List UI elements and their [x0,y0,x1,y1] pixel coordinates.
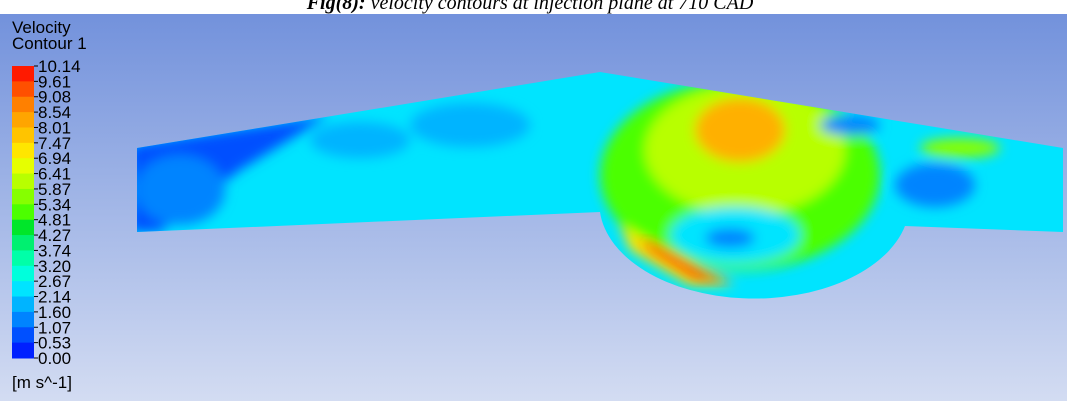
legend-swatch [12,158,34,174]
legend: 10.149.619.088.548.017.476.946.415.875.3… [12,57,81,368]
legend-swatch [12,81,34,97]
legend-swatch [12,220,34,236]
legend-unit: [m s^-1] [12,373,72,392]
contour-region [410,103,530,147]
legend-swatch [12,343,34,359]
legend-swatch [12,297,34,313]
contour-region [920,138,1000,158]
legend-swatch [12,66,34,82]
legend-swatch [12,189,34,205]
legend-swatch [12,312,34,328]
figure: Fig(8): velocity contours at injection p… [0,0,1067,401]
contour-region [820,115,880,135]
legend-swatch [12,174,34,190]
contour-region [310,122,410,158]
legend-swatch [12,112,34,128]
caption-label: Fig(8): [306,0,366,14]
legend-swatch [12,235,34,251]
legend-subtitle: Contour 1 [12,34,87,53]
legend-swatch [12,143,34,159]
legend-swatch [12,97,34,113]
legend-swatch [12,127,34,143]
legend-swatch [12,250,34,266]
contour-region [705,228,755,248]
legend-swatch [12,266,34,282]
caption-text: velocity contours at injection plane at … [371,0,754,14]
contour-region [135,155,225,225]
contour-region [895,163,975,207]
legend-swatch [12,204,34,220]
legend-swatch [12,327,34,343]
legend-level: 0.00 [38,349,71,368]
caption: Fig(8): velocity contours at injection p… [306,0,754,14]
contour-region [695,98,785,162]
legend-swatch [12,281,34,297]
